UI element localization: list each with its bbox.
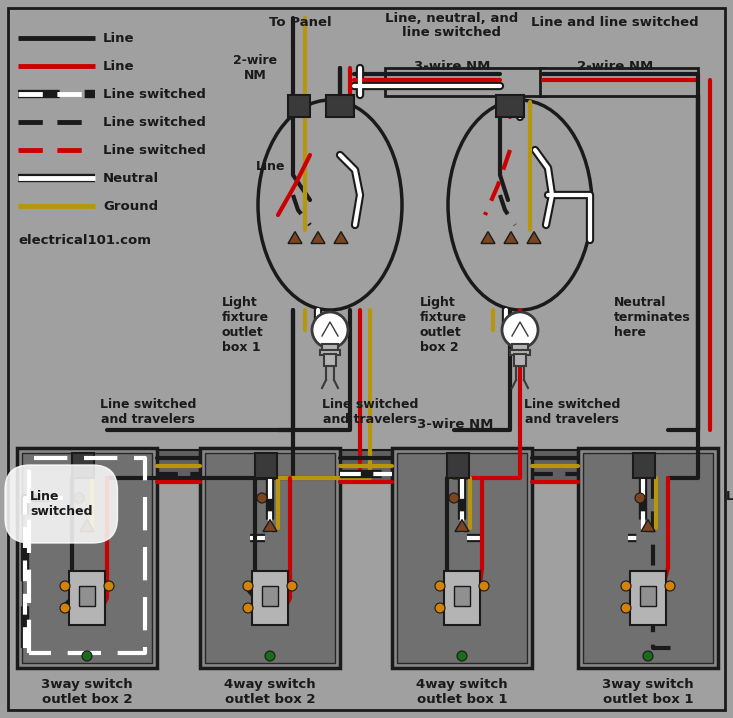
Bar — [514, 354, 526, 366]
Bar — [385, 68, 545, 96]
Bar — [320, 350, 340, 355]
Bar — [340, 450, 392, 482]
Circle shape — [621, 603, 631, 613]
Polygon shape — [481, 232, 495, 243]
Text: Line: Line — [256, 160, 285, 173]
Text: 2-wire NM: 2-wire NM — [577, 60, 653, 73]
Text: line switched: line switched — [402, 26, 501, 39]
Bar — [17, 448, 157, 668]
Bar — [454, 586, 470, 606]
Bar — [510, 350, 530, 355]
Circle shape — [104, 581, 114, 591]
Text: Line switched: Line switched — [103, 88, 206, 101]
Text: Neutral: Neutral — [103, 172, 159, 185]
Bar — [262, 586, 278, 606]
Text: 4way switch
outlet box 1: 4way switch outlet box 1 — [416, 678, 508, 706]
Bar — [205, 453, 335, 663]
Bar — [583, 453, 713, 663]
Text: Line and line switched: Line and line switched — [531, 16, 699, 29]
Polygon shape — [311, 232, 325, 243]
Circle shape — [435, 603, 445, 613]
Bar — [288, 95, 310, 117]
Bar — [322, 344, 338, 352]
Text: Neutral
terminates
here: Neutral terminates here — [614, 296, 690, 339]
Polygon shape — [527, 232, 541, 243]
Polygon shape — [80, 520, 94, 531]
Circle shape — [435, 581, 445, 591]
Circle shape — [82, 651, 92, 661]
Text: To Panel: To Panel — [269, 16, 331, 29]
Bar — [447, 453, 469, 478]
Bar — [540, 68, 698, 96]
Bar — [79, 586, 95, 606]
Bar — [496, 95, 524, 117]
Text: Line, neutral, and: Line, neutral, and — [386, 12, 519, 25]
Polygon shape — [455, 520, 469, 531]
Text: 2-wire
NM: 2-wire NM — [233, 54, 277, 82]
Text: Line switched
and travelers: Line switched and travelers — [322, 398, 419, 426]
Text: Line: Line — [726, 490, 733, 503]
Ellipse shape — [258, 100, 402, 310]
Polygon shape — [263, 520, 277, 531]
Circle shape — [60, 603, 70, 613]
Circle shape — [74, 493, 84, 503]
Bar — [397, 453, 527, 663]
Circle shape — [287, 581, 297, 591]
Circle shape — [502, 312, 538, 348]
Bar — [444, 571, 480, 625]
Text: 3way switch
outlet box 2: 3way switch outlet box 2 — [41, 678, 133, 706]
Circle shape — [312, 312, 348, 348]
Text: Line switched: Line switched — [103, 144, 206, 157]
Text: Line: Line — [103, 32, 134, 45]
Text: 3way switch
outlet box 1: 3way switch outlet box 1 — [603, 678, 694, 706]
Circle shape — [643, 651, 653, 661]
Text: electrical101.com: electrical101.com — [18, 234, 151, 247]
Text: Light
fixture
outlet
box 1: Light fixture outlet box 1 — [222, 296, 269, 354]
Circle shape — [479, 581, 489, 591]
Circle shape — [665, 581, 675, 591]
Bar — [22, 453, 152, 663]
Bar — [640, 586, 656, 606]
Bar — [255, 453, 277, 478]
Bar — [157, 450, 200, 482]
Circle shape — [449, 493, 459, 503]
Circle shape — [60, 581, 70, 591]
Text: Line switched
and travelers: Line switched and travelers — [524, 398, 620, 426]
Bar — [392, 448, 532, 668]
Circle shape — [635, 493, 645, 503]
Circle shape — [257, 493, 267, 503]
Polygon shape — [288, 232, 302, 243]
Text: 4way switch
outlet box 2: 4way switch outlet box 2 — [224, 678, 316, 706]
Text: Light
fixture
outlet
box 2: Light fixture outlet box 2 — [420, 296, 467, 354]
Bar — [252, 571, 288, 625]
Bar — [630, 571, 666, 625]
Text: Line: Line — [103, 60, 134, 73]
Bar — [532, 450, 578, 482]
Bar — [633, 453, 655, 478]
Circle shape — [265, 651, 275, 661]
Bar — [512, 344, 528, 352]
Bar — [200, 448, 340, 668]
Bar — [578, 448, 718, 668]
Text: 3-wire NM: 3-wire NM — [417, 418, 493, 431]
Circle shape — [243, 581, 253, 591]
Circle shape — [243, 603, 253, 613]
Text: Line
switched: Line switched — [30, 490, 92, 518]
Text: Line switched
and travelers: Line switched and travelers — [100, 398, 196, 426]
Polygon shape — [334, 232, 348, 243]
Ellipse shape — [448, 100, 592, 310]
Polygon shape — [641, 520, 655, 531]
Bar — [326, 95, 354, 117]
Text: 3-wire NM: 3-wire NM — [414, 60, 490, 73]
Text: Ground: Ground — [103, 200, 158, 213]
Polygon shape — [504, 232, 518, 243]
Bar — [324, 354, 336, 366]
Circle shape — [621, 581, 631, 591]
Bar — [69, 571, 105, 625]
Bar — [72, 453, 94, 478]
Circle shape — [457, 651, 467, 661]
Text: Line switched: Line switched — [103, 116, 206, 129]
